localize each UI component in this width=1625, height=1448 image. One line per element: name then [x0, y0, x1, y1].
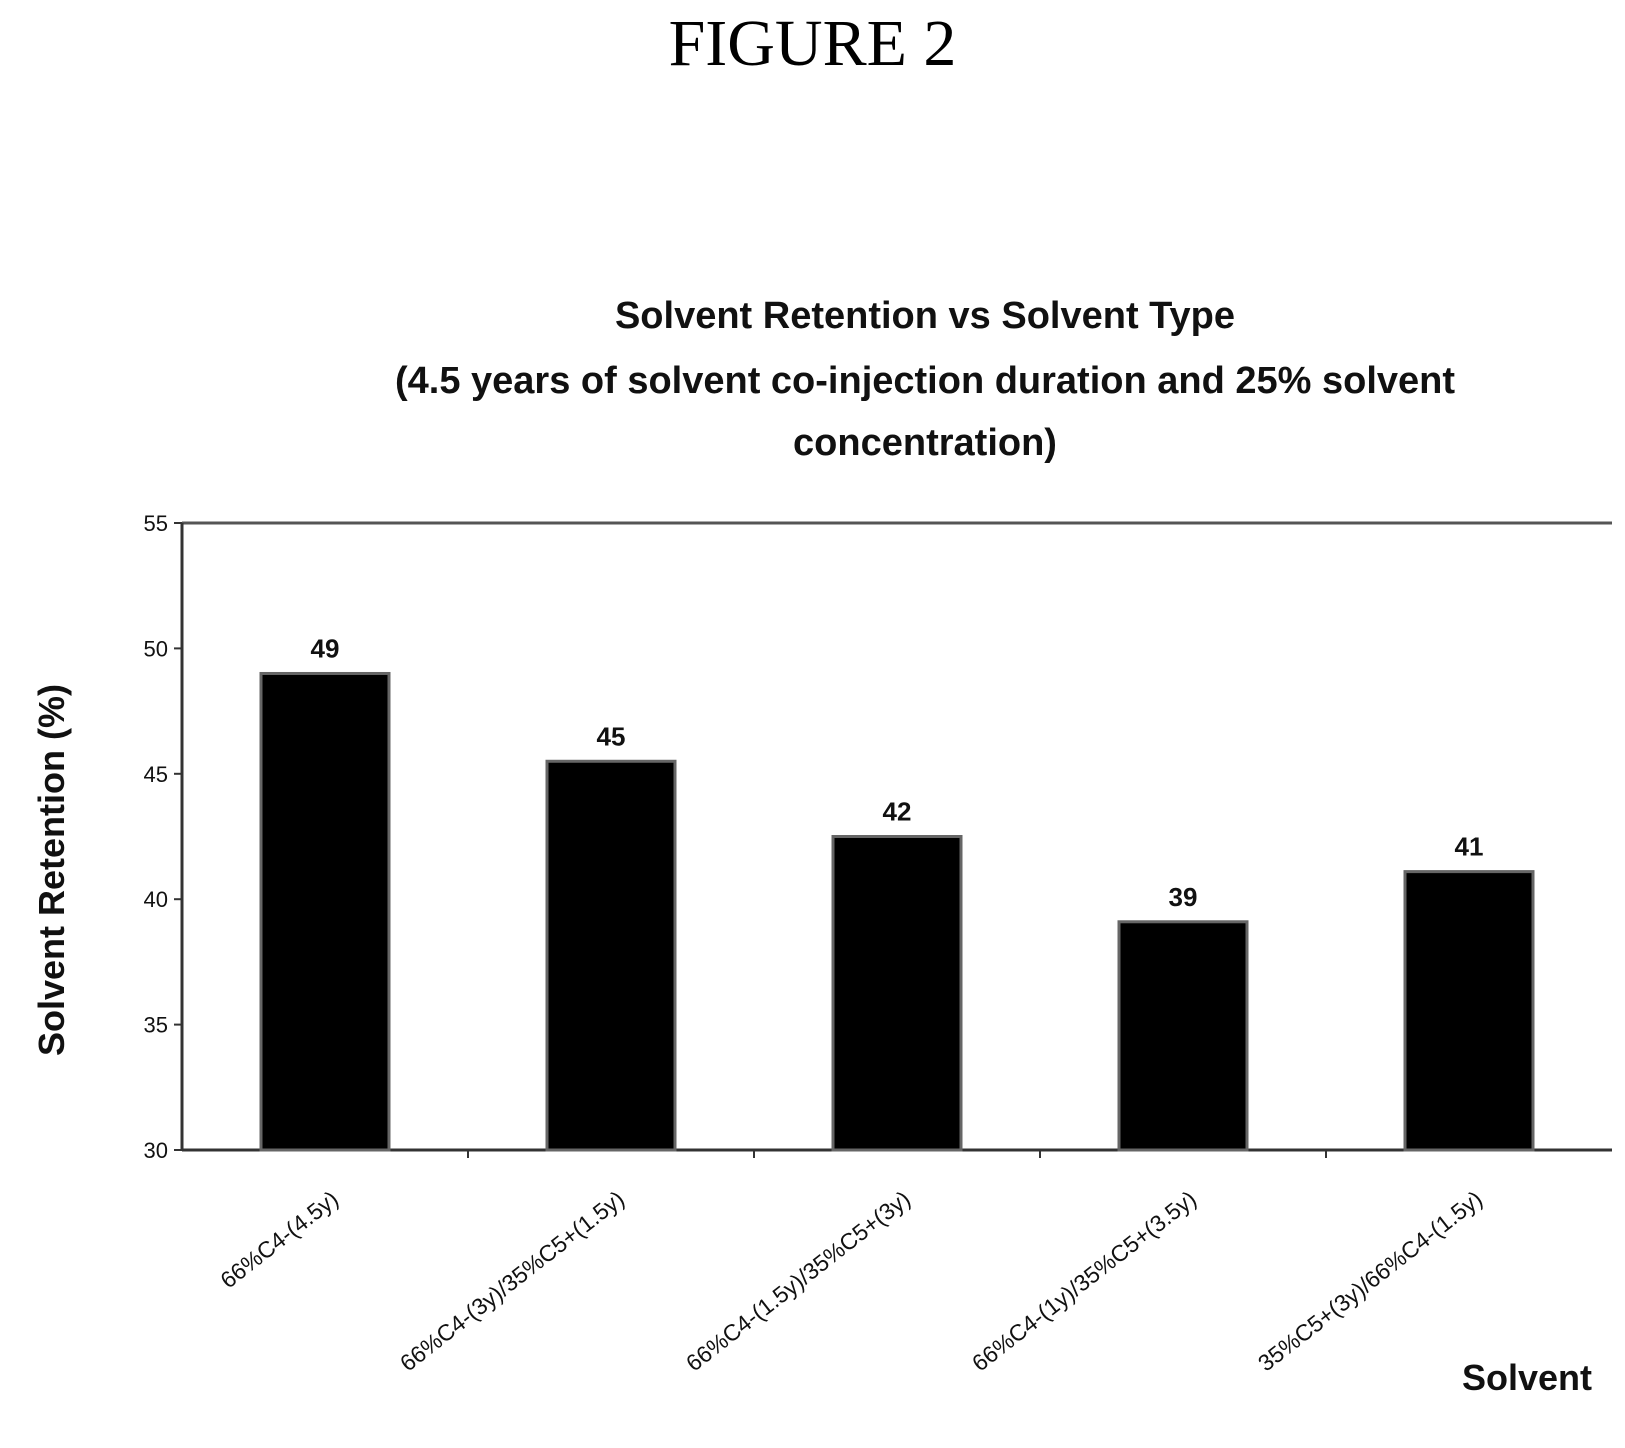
bar-1: [545, 759, 677, 1152]
y-tick-label-0: 30: [144, 1138, 168, 1163]
x-tick-label-1: 66%C4-(3y)/35%C5+(1.5y): [395, 1185, 629, 1376]
chart-subtitle-line-2: concentration): [793, 422, 1057, 464]
y-tick-label-2: 40: [144, 887, 168, 912]
bar-0: [259, 671, 391, 1152]
bar-2: [831, 835, 963, 1152]
x-tick-label-0: 66%C4-(4.5y): [215, 1185, 343, 1293]
bar-value-label-2: 42: [883, 797, 912, 827]
bar-4: [1403, 870, 1535, 1152]
x-tick-label-3: 66%C4-(1y)/35%C5+(3.5y): [967, 1185, 1201, 1376]
bar-3: [1117, 920, 1249, 1152]
chart-subtitle-line-1: (4.5 years of solvent co-injection durat…: [395, 360, 1455, 402]
x-tick-label-2: 66%C4-(1.5y)/35%C5+(3y): [681, 1185, 915, 1376]
y-tick-label-1: 35: [144, 1013, 168, 1038]
y-axis-label: Solvent Retention (%): [31, 684, 72, 1056]
bar-value-label-3: 39: [1169, 882, 1198, 912]
y-tick-label-3: 45: [144, 762, 168, 787]
chart-title: Solvent Retention vs Solvent Type: [615, 295, 1235, 337]
bar-value-label-4: 41: [1455, 832, 1484, 862]
y-tick-label-4: 50: [144, 636, 168, 661]
bar-value-label-1: 45: [597, 721, 626, 751]
figure-label: FIGURE 2: [668, 7, 957, 80]
x-tick-label-4: 35%C5+(3y)/66%C4-(1.5y): [1253, 1185, 1487, 1376]
x-axis-label: Solvent: [1462, 1357, 1592, 1398]
plot-area: 30 35 40 45 50 55 49 66%C4-(4.5y) 45 66%C4-(3y)/3…: [144, 511, 1612, 1376]
y-tick-label-5: 55: [144, 511, 168, 536]
bar-value-label-0: 49: [311, 633, 340, 663]
